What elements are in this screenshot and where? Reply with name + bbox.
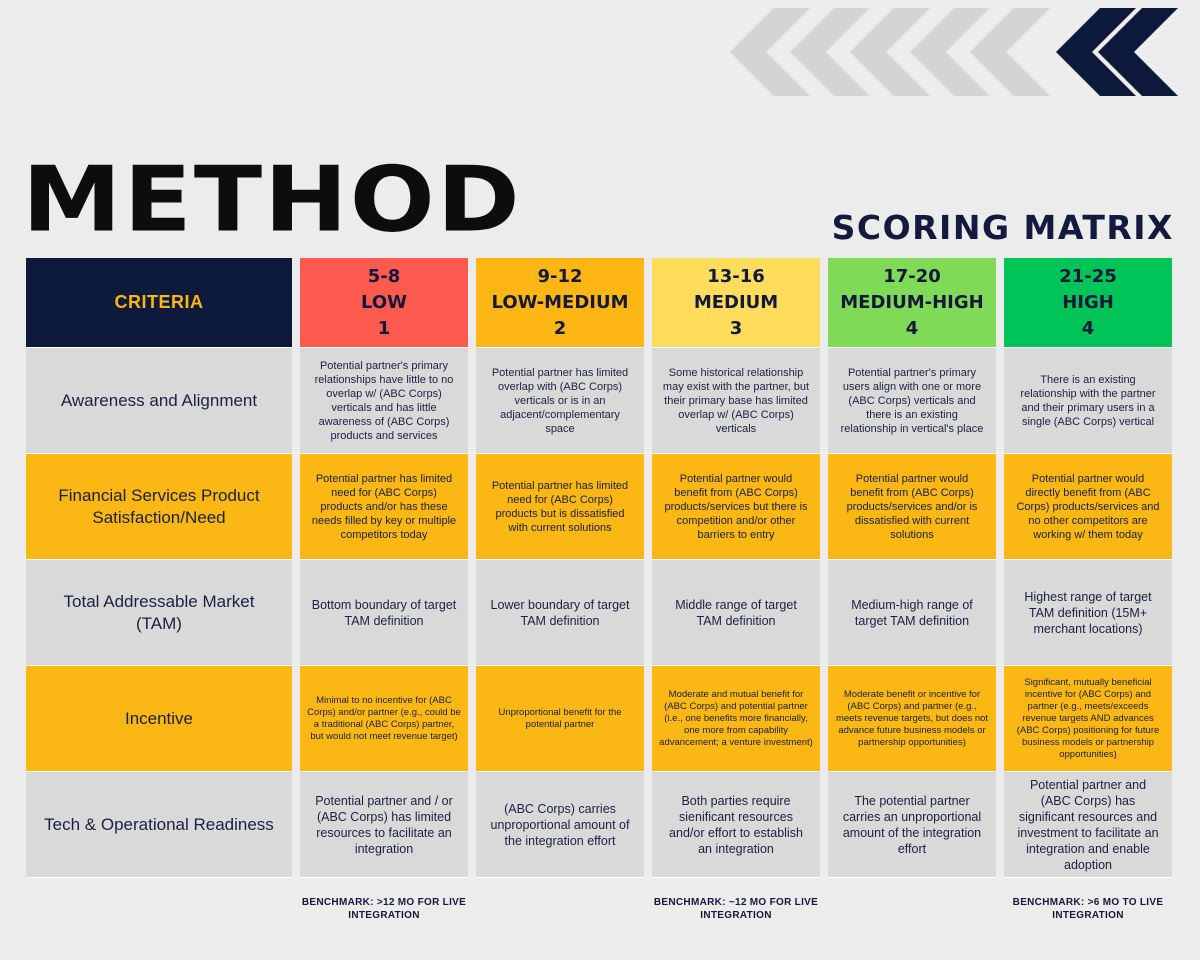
level-range: 17-20: [883, 265, 941, 287]
level-score: 3: [729, 317, 743, 339]
chevron-arrows-decoration: [730, 8, 1178, 96]
page-subtitle: SCORING MATRIX: [831, 208, 1174, 247]
level-label: MEDIUM: [693, 291, 779, 313]
level-header-medium-high: 17-20 MEDIUM-HIGH 4: [828, 258, 996, 348]
level-score: 4: [1081, 317, 1095, 339]
level-range: 5-8: [367, 265, 401, 287]
matrix-cell: Potential partner has limited need for (…: [476, 454, 644, 560]
level-label: LOW: [361, 291, 407, 313]
criterion-financial-services: Financial Services Product Satisfaction/…: [26, 454, 292, 560]
matrix-cell: (ABC Corps) carries unproportional amoun…: [476, 772, 644, 878]
level-label: LOW-MEDIUM: [491, 291, 629, 313]
level-header-low: 5-8 LOW 1: [300, 258, 468, 348]
matrix-cell: Bottom boundary of target TAM definition: [300, 560, 468, 666]
matrix-cell: Lower boundary of target TAM definition: [476, 560, 644, 666]
level-label: MEDIUM-HIGH: [840, 291, 984, 313]
level-range: 21-25: [1059, 265, 1117, 287]
matrix-cell: Highest range of target TAM definition (…: [1004, 560, 1172, 666]
criterion-awareness: Awareness and Alignment: [26, 348, 292, 454]
matrix-cell: Unproportional benefit for the potential…: [476, 666, 644, 772]
benchmark-low: BENCHMARK: >12 MO FOR LIVE INTEGRATION: [301, 897, 467, 921]
matrix-cell: Potential partner and (ABC Corps) has si…: [1004, 772, 1172, 878]
level-label: HIGH: [1062, 291, 1114, 313]
matrix-cell: Potential partner's primary users align …: [828, 348, 996, 454]
criteria-header: CRITERIA: [26, 258, 292, 348]
matrix-cell: Potential partner would benefit from (AB…: [828, 454, 996, 560]
level-header-low-medium: 9-12 LOW-MEDIUM 2: [476, 258, 644, 348]
level-score: 2: [553, 317, 567, 339]
benchmark-medium: BENCHMARK: ~12 MO FOR LIVE INTEGRATION: [653, 897, 819, 921]
criterion-tech-readiness: Tech & Operational Readiness: [26, 772, 292, 878]
matrix-cell: Moderate and mutual benefit for (ABC Cor…: [652, 666, 820, 772]
matrix-cell: Potential partner would benefit from (AB…: [652, 454, 820, 560]
matrix-cell: Minimal to no incentive for (ABC Corps) …: [300, 666, 468, 772]
level-range: 9-12: [537, 265, 583, 287]
matrix-cell: Potential partner's primary relationship…: [300, 348, 468, 454]
matrix-cell: Middle range of target TAM definition: [652, 560, 820, 666]
matrix-cell: Potential partner and / or (ABC Corps) h…: [300, 772, 468, 878]
matrix-cell: Some historical relationship may exist w…: [652, 348, 820, 454]
page-title: METHOD: [22, 146, 522, 253]
matrix-cell: Significant, mutually beneficial incenti…: [1004, 666, 1172, 772]
level-score: 4: [905, 317, 919, 339]
matrix-cell: Moderate benefit or incentive for (ABC C…: [828, 666, 996, 772]
criterion-tam: Total Addressable Market (TAM): [26, 560, 292, 666]
level-header-medium: 13-16 MEDIUM 3: [652, 258, 820, 348]
matrix-cell: Potential partner has limited need for (…: [300, 454, 468, 560]
criterion-incentive: Incentive: [26, 666, 292, 772]
matrix-cell: The potential partner carries an unpropo…: [828, 772, 996, 878]
matrix-cell: Both parties require sienificant resourc…: [652, 772, 820, 878]
matrix-cell: Potential partner would directly benefit…: [1004, 454, 1172, 560]
benchmark-high: BENCHMARK: >6 MO TO LIVE INTEGRATION: [1012, 897, 1164, 921]
matrix-cell: Potential partner has limited overlap wi…: [476, 348, 644, 454]
level-header-high: 21-25 HIGH 4: [1004, 258, 1172, 348]
matrix-cell: There is an existing relationship with t…: [1004, 348, 1172, 454]
scoring-matrix: CRITERIA 5-8 LOW 1 9-12 LOW-MEDIUM 2 13-…: [26, 258, 1172, 878]
level-score: 1: [377, 317, 391, 339]
matrix-cell: Medium-high range of target TAM definiti…: [828, 560, 996, 666]
level-range: 13-16: [707, 265, 765, 287]
